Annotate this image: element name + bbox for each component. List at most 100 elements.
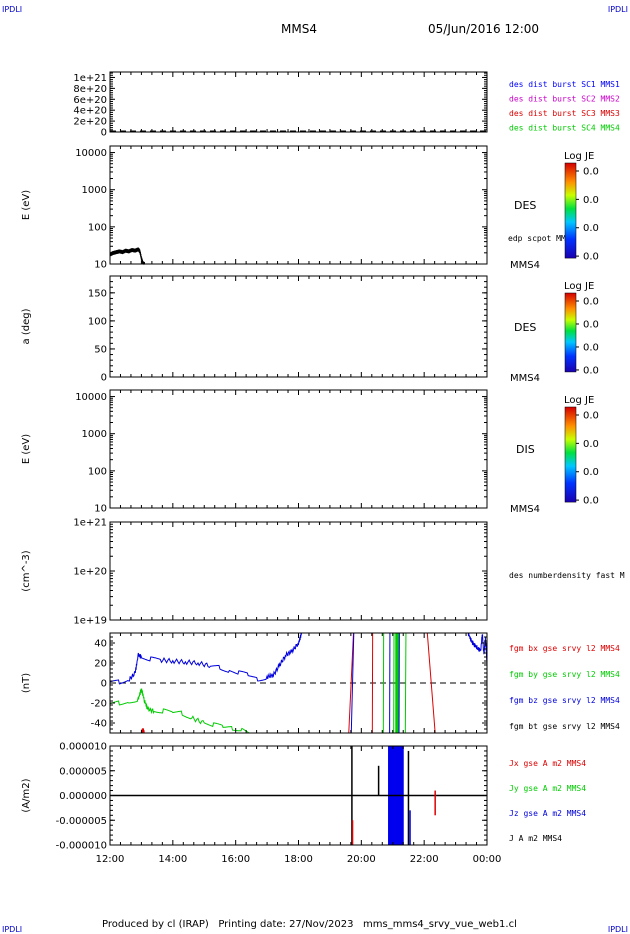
colorbar-tick-label: 0.0	[583, 439, 599, 450]
y-tick-label: 1000	[82, 185, 107, 196]
y-tick-label: 6e+20	[73, 95, 107, 106]
panel-frame	[109, 71, 488, 133]
x-tick-label: 16:00	[221, 854, 250, 865]
x-tick-label: 18:00	[284, 854, 313, 865]
colorbar-title: Log JE	[564, 395, 594, 406]
panel-frame	[109, 389, 488, 509]
panel-frame	[109, 145, 488, 265]
corner-label-bottom-left: IPDLI	[2, 925, 23, 934]
colorbar	[564, 406, 577, 503]
legend-entry: fgm bt gse srvy l2 MMS4	[509, 722, 620, 731]
legend-entry: J A m2 MMS4	[509, 834, 562, 843]
y-tick-label: 10000	[75, 392, 107, 403]
y-tick-label: 1e+21	[73, 518, 107, 529]
y-tick-label: 100	[88, 316, 107, 327]
y-tick-label: 100	[88, 222, 107, 233]
corner-label-top-left: IPDLI	[2, 5, 23, 14]
y-axis-label: (A/m2)	[21, 778, 32, 812]
instrument-label: DIS	[516, 443, 535, 456]
x-tick-label: 22:00	[410, 854, 439, 865]
y-tick-label: 0	[101, 128, 107, 139]
field-series-line	[110, 688, 252, 733]
y-tick-label: 4e+20	[73, 106, 107, 117]
colorbar	[564, 292, 577, 373]
colorbar-tick-label: 0.0	[583, 252, 599, 263]
field-series-line	[110, 633, 303, 685]
x-tick-label: 00:00	[473, 854, 502, 865]
y-tick-label: 100	[88, 466, 107, 477]
field-spike	[426, 633, 436, 733]
y-tick-label: 10000	[75, 148, 107, 159]
field-band	[395, 633, 400, 733]
y-tick-label: 50	[94, 344, 107, 355]
colorbar-title: Log JE	[564, 281, 594, 292]
colorbar-tick-label: 0.0	[583, 467, 599, 478]
corner-label-bottom-right: IPDLI	[607, 925, 628, 934]
instrument-label: DES	[514, 321, 536, 334]
x-tick-label: 20:00	[347, 854, 376, 865]
colorbar	[564, 162, 577, 259]
fgm-traces	[110, 633, 487, 733]
colorbar-tick-label: 0.0	[583, 342, 599, 353]
legend-entry: fgm bz gse srvy l2 MMS4	[509, 696, 620, 705]
y-axis-label: E (eV)	[21, 190, 32, 220]
spacecraft-label: MMS4	[510, 373, 540, 384]
y-tick-label: 8e+20	[73, 84, 107, 95]
legend-entry: Jy gse A m2 MMS4	[509, 784, 586, 793]
field-spike	[350, 633, 355, 733]
spacecraft-label: MMS4	[510, 260, 540, 271]
panel-frame	[109, 275, 488, 378]
y-tick-label: -40	[91, 719, 107, 730]
y-axis-label: E (eV)	[21, 434, 32, 464]
y-tick-label: 0.000010	[59, 742, 107, 753]
overlay-label: edp scpot MMS4	[508, 234, 576, 243]
spacecraft-label: MMS4	[510, 504, 540, 515]
y-tick-label: 0.000000	[59, 791, 107, 802]
y-axis-label: (cm^-3)	[21, 550, 32, 591]
y-tick-label: 10	[94, 504, 107, 515]
y-tick-label: 0	[101, 373, 107, 384]
corner-label-top-right: IPDLI	[607, 5, 628, 14]
legend-entry: Jx gse A m2 MMS4	[509, 759, 586, 768]
y-tick-label: 1e+19	[73, 616, 107, 627]
field-spike	[404, 633, 407, 733]
field-series-line	[467, 633, 487, 664]
legend-entry: des dist burst SC4 MMS4	[509, 124, 620, 133]
instrument-label: DES	[514, 199, 536, 212]
y-axis-label: a (deg)	[21, 308, 32, 344]
colorbar-tick-label: 0.0	[583, 195, 599, 206]
colorbar-tick-label: 0.0	[583, 297, 599, 308]
legend-entry: des dist burst SC3 MMS3	[509, 109, 620, 118]
y-tick-label: 0	[101, 679, 107, 690]
y-tick-label: -0.000010	[56, 841, 107, 852]
y-axis-label: (nT)	[21, 673, 32, 693]
y-tick-label: 1e+20	[73, 567, 107, 578]
y-tick-label: 1000	[82, 429, 107, 440]
colorbar-tick-label: 0.0	[583, 365, 599, 376]
y-tick-label: 1e+21	[73, 73, 107, 84]
y-tick-label: -20	[91, 699, 107, 710]
field-spike	[348, 633, 354, 733]
date-time-title: 05/Jun/2016 12:00	[428, 22, 540, 36]
y-tick-label: 150	[88, 288, 107, 299]
legend-entry: Jz gse A m2 MMS4	[509, 809, 586, 818]
legend-entry: des dist burst SC2 MMS2	[509, 95, 620, 104]
spacecraft-title: MMS4	[281, 22, 317, 36]
colorbar-tick-label: 0.0	[583, 496, 599, 507]
y-tick-label: -0.000005	[56, 816, 107, 827]
y-tick-label: 0.000005	[59, 766, 107, 777]
legend-entry: fgm by gse srvy l2 MMS4	[509, 670, 620, 679]
legend-entry: des numberdensity fast M	[509, 571, 625, 580]
y-tick-label: 20	[94, 659, 107, 670]
panel-frame	[109, 521, 488, 621]
y-tick-label: 10	[94, 260, 107, 271]
scpot-trace	[109, 247, 146, 266]
footer-text: Produced by cl (IRAP) Printing date: 27/…	[102, 919, 517, 930]
legend-entry: fgm bx gse srvy l2 MMS4	[509, 644, 620, 653]
colorbar-title: Log JE	[564, 151, 594, 162]
colorbar-tick-label: 0.0	[583, 167, 599, 178]
legend-entry: des dist burst SC1 MMS1	[509, 80, 620, 89]
x-tick-label: 14:00	[158, 854, 187, 865]
colorbar-tick-label: 0.0	[583, 319, 599, 330]
